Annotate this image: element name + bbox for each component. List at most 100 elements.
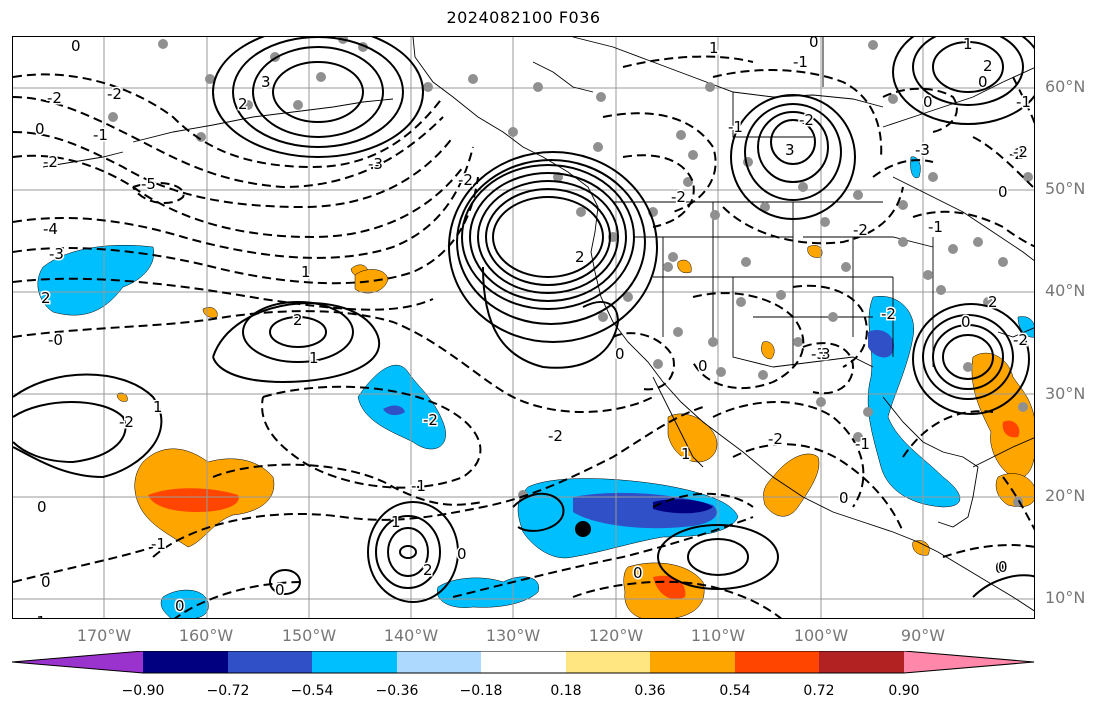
- contour-label: -2: [119, 413, 134, 431]
- colorbar-tick-label: −0.90: [121, 683, 165, 699]
- colorbar-segment: [228, 651, 312, 673]
- station-dot: [963, 362, 973, 372]
- colorbar-tick-label: −0.72: [206, 683, 250, 699]
- colorbar-tick-label: 0.36: [634, 683, 666, 699]
- contour-label: 0: [633, 564, 643, 582]
- colorbar: [12, 651, 1035, 674]
- station-dot: [508, 127, 518, 137]
- colorbar-segment: [312, 651, 397, 673]
- station-dot: [793, 337, 803, 347]
- positive-anomaly-region: [807, 245, 823, 258]
- station-dot: [596, 92, 606, 102]
- station-dot: [243, 100, 253, 110]
- contour-label: 2: [983, 57, 993, 75]
- positive-anomaly-region: [763, 453, 820, 517]
- station-dot: [741, 257, 751, 267]
- station-dot: [760, 202, 770, 212]
- lon-label-170w: 170°W: [76, 626, 132, 645]
- station-dot: [576, 207, 586, 217]
- contour-label: -1: [793, 53, 808, 71]
- contour-label: 0: [275, 581, 285, 599]
- shaded-anomaly-regions: [37, 156, 1034, 618]
- contour-label: 0: [961, 313, 971, 331]
- contour-label: 0: [35, 120, 45, 138]
- colorbar-segment: [904, 651, 1034, 673]
- station-dot: [936, 285, 946, 295]
- contour-label: -1: [1016, 93, 1031, 111]
- negative-anomaly-core: [868, 329, 894, 358]
- station-dot: [736, 297, 746, 307]
- station-dot: [468, 74, 478, 84]
- contour-label: 0: [995, 559, 1005, 577]
- station-dot: [316, 72, 326, 82]
- lon-label-150w: 150°W: [281, 626, 337, 645]
- station-dot: [668, 252, 678, 262]
- contour-label: 0: [175, 597, 185, 615]
- contour-label: 2: [238, 95, 248, 113]
- station-dot: [863, 407, 873, 417]
- map-title: 2024082100 F036: [446, 8, 601, 27]
- contour-label: 2: [575, 248, 585, 266]
- station-dot: [293, 100, 303, 110]
- contour-label: 0: [978, 73, 988, 91]
- station-dot: [998, 257, 1008, 267]
- negative-anomaly-region: [1017, 316, 1034, 338]
- station-dot: [205, 74, 215, 84]
- contour-label: -2: [671, 188, 686, 206]
- negative-anomaly-region: [437, 576, 539, 608]
- contour-label: -1: [411, 477, 426, 495]
- station-dot: [676, 130, 686, 140]
- contour-label: 2: [988, 293, 998, 311]
- contour-label: -2: [799, 111, 814, 129]
- contour-label: 0: [37, 498, 47, 516]
- negative-anomaly-region: [867, 295, 961, 508]
- contour-label: -3: [811, 345, 826, 363]
- graticule: [13, 37, 1034, 618]
- contour-label: -2: [423, 411, 438, 429]
- station-dots: [108, 37, 1033, 507]
- positive-anomaly-region: [116, 392, 128, 402]
- station-dot: [663, 262, 673, 272]
- colorbar-segment: [397, 651, 481, 673]
- contour-label: 3: [821, 345, 831, 363]
- negative-anomaly-region: [357, 364, 446, 450]
- contour-label: -2: [768, 430, 783, 448]
- station-dot: [158, 39, 168, 49]
- station-dot: [868, 40, 878, 50]
- contour-label: -1: [93, 126, 108, 144]
- station-dot: [673, 327, 683, 337]
- contour-label: 0: [839, 489, 849, 507]
- contour-label: -2: [458, 171, 473, 189]
- contour-label: 1: [309, 349, 319, 367]
- contour-label: -5: [141, 175, 156, 193]
- positive-anomaly-core: [1002, 420, 1020, 438]
- colorbar-segment: [819, 651, 904, 673]
- solid-contours: [13, 37, 1034, 603]
- colorbar-tick-label: 0.18: [550, 683, 582, 699]
- contour-label: -1: [151, 535, 166, 553]
- lon-label-120w: 120°W: [588, 626, 644, 645]
- lat-label-50n: 50°N: [1045, 179, 1086, 198]
- contour-label: 0: [923, 93, 933, 111]
- contour-label: -0: [48, 331, 63, 349]
- colorbar-segment: [650, 651, 735, 673]
- negative-anomaly-core: [383, 405, 405, 416]
- station-dot: [853, 432, 863, 442]
- contour-label: -3: [915, 141, 930, 159]
- contour-label: -1: [31, 613, 46, 619]
- station-dot: [820, 217, 830, 227]
- contour-label: 1: [963, 37, 973, 53]
- contour-label: 1: [709, 39, 719, 57]
- station-dot: [828, 312, 838, 322]
- station-dot: [533, 82, 543, 92]
- contour-label: -2: [47, 89, 62, 107]
- station-dot: [816, 397, 826, 407]
- station-dot: [1018, 402, 1028, 412]
- station-dot: [758, 370, 768, 380]
- station-dot: [776, 290, 786, 300]
- contour-label: 0: [615, 345, 625, 363]
- contour-label: -3: [368, 155, 383, 173]
- contour-label: -3: [49, 245, 64, 263]
- coastlines: [42, 37, 1034, 612]
- station-dot: [928, 172, 938, 182]
